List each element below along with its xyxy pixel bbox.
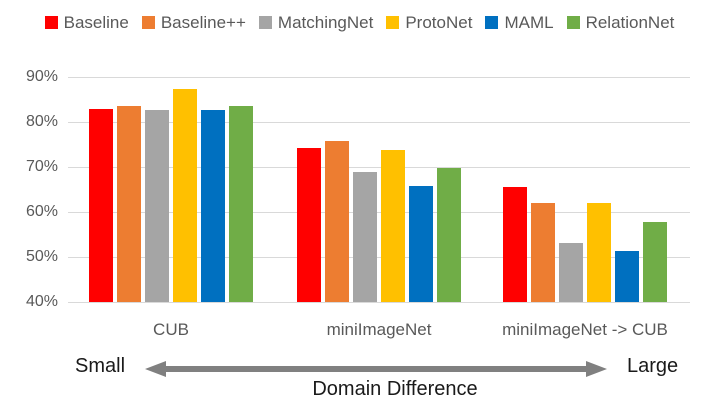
legend-item-baseline++: Baseline++	[141, 12, 246, 32]
ytick-90%: 90%	[25, 68, 58, 85]
legend-label: MatchingNet	[277, 12, 374, 32]
gridline-70%	[68, 167, 690, 168]
gridline-40%	[68, 302, 690, 303]
gridline-50%	[68, 257, 690, 258]
legend-label: Baseline	[63, 12, 129, 32]
domain-difference-arrow-icon	[145, 361, 607, 377]
bar-baseline++-1	[117, 105, 141, 302]
legend-item-relationnet: RelationNet	[566, 12, 675, 32]
legend-swatch-icon	[44, 15, 58, 29]
legend-swatch-icon	[141, 15, 155, 29]
bar-group-cub	[89, 77, 253, 302]
bar-maml-1	[201, 109, 225, 302]
bar-maml-3	[615, 251, 639, 302]
domain-difference-title: Domain Difference	[312, 378, 478, 400]
bar-matchingnet-3	[559, 243, 583, 302]
bar-baseline++-2	[325, 141, 349, 302]
bar-baseline-2	[297, 147, 321, 302]
legend-label: ProtoNet	[405, 12, 473, 32]
bar-maml-2	[409, 186, 433, 302]
ytick-40%: 40%	[25, 293, 58, 310]
ytick-70%: 70%	[25, 158, 58, 175]
legend-swatch-icon	[566, 15, 580, 29]
gridline-60%	[68, 212, 690, 213]
gridline-90%	[68, 77, 690, 78]
legend-item-maml: MAML	[485, 12, 554, 32]
bar-group-miniimagenet-cub	[503, 77, 667, 302]
ytick-60%: 60%	[25, 203, 58, 220]
ytick-80%: 80%	[25, 113, 58, 130]
ytick-50%: 50%	[25, 248, 58, 265]
legend-swatch-icon	[485, 15, 499, 29]
bar-protonet-2	[381, 150, 405, 302]
bar-baseline-1	[89, 109, 113, 302]
legend-item-baseline: Baseline	[44, 12, 129, 32]
bar-baseline-3	[503, 186, 527, 302]
bar-matchingnet-2	[353, 172, 377, 302]
bar-group-miniimagenet	[297, 77, 461, 302]
bar-relationnet-2	[437, 167, 461, 302]
bar-relationnet-3	[643, 222, 667, 302]
legend-swatch-icon	[258, 15, 272, 29]
small-end-label: Small	[75, 355, 126, 377]
plot-area	[68, 77, 690, 303]
category-label-3: miniImageNet -> CUB	[502, 320, 668, 339]
legend-label: RelationNet	[585, 12, 675, 32]
category-label-1: CUB	[153, 320, 189, 339]
chart-legend: Baseline Baseline++ MatchingNet ProtoNet MAM…	[0, 11, 719, 33]
bar-protonet-3	[587, 202, 611, 302]
legend-item-protonet: ProtoNet	[386, 14, 472, 31]
legend-swatch-icon	[386, 15, 400, 29]
bar-relationnet-1	[229, 105, 253, 302]
category-label-2: miniImageNet	[326, 320, 432, 339]
bar-protonet-1	[173, 88, 197, 302]
bar-baseline++-3	[531, 202, 555, 302]
gridline-80%	[68, 122, 690, 123]
legend-label: MAML	[504, 12, 554, 32]
bar-matchingnet-1	[145, 109, 169, 302]
legend-label: Baseline++	[160, 12, 246, 32]
legend-item-matchingnet: MatchingNet	[258, 12, 374, 32]
large-end-label: Large	[627, 355, 679, 377]
